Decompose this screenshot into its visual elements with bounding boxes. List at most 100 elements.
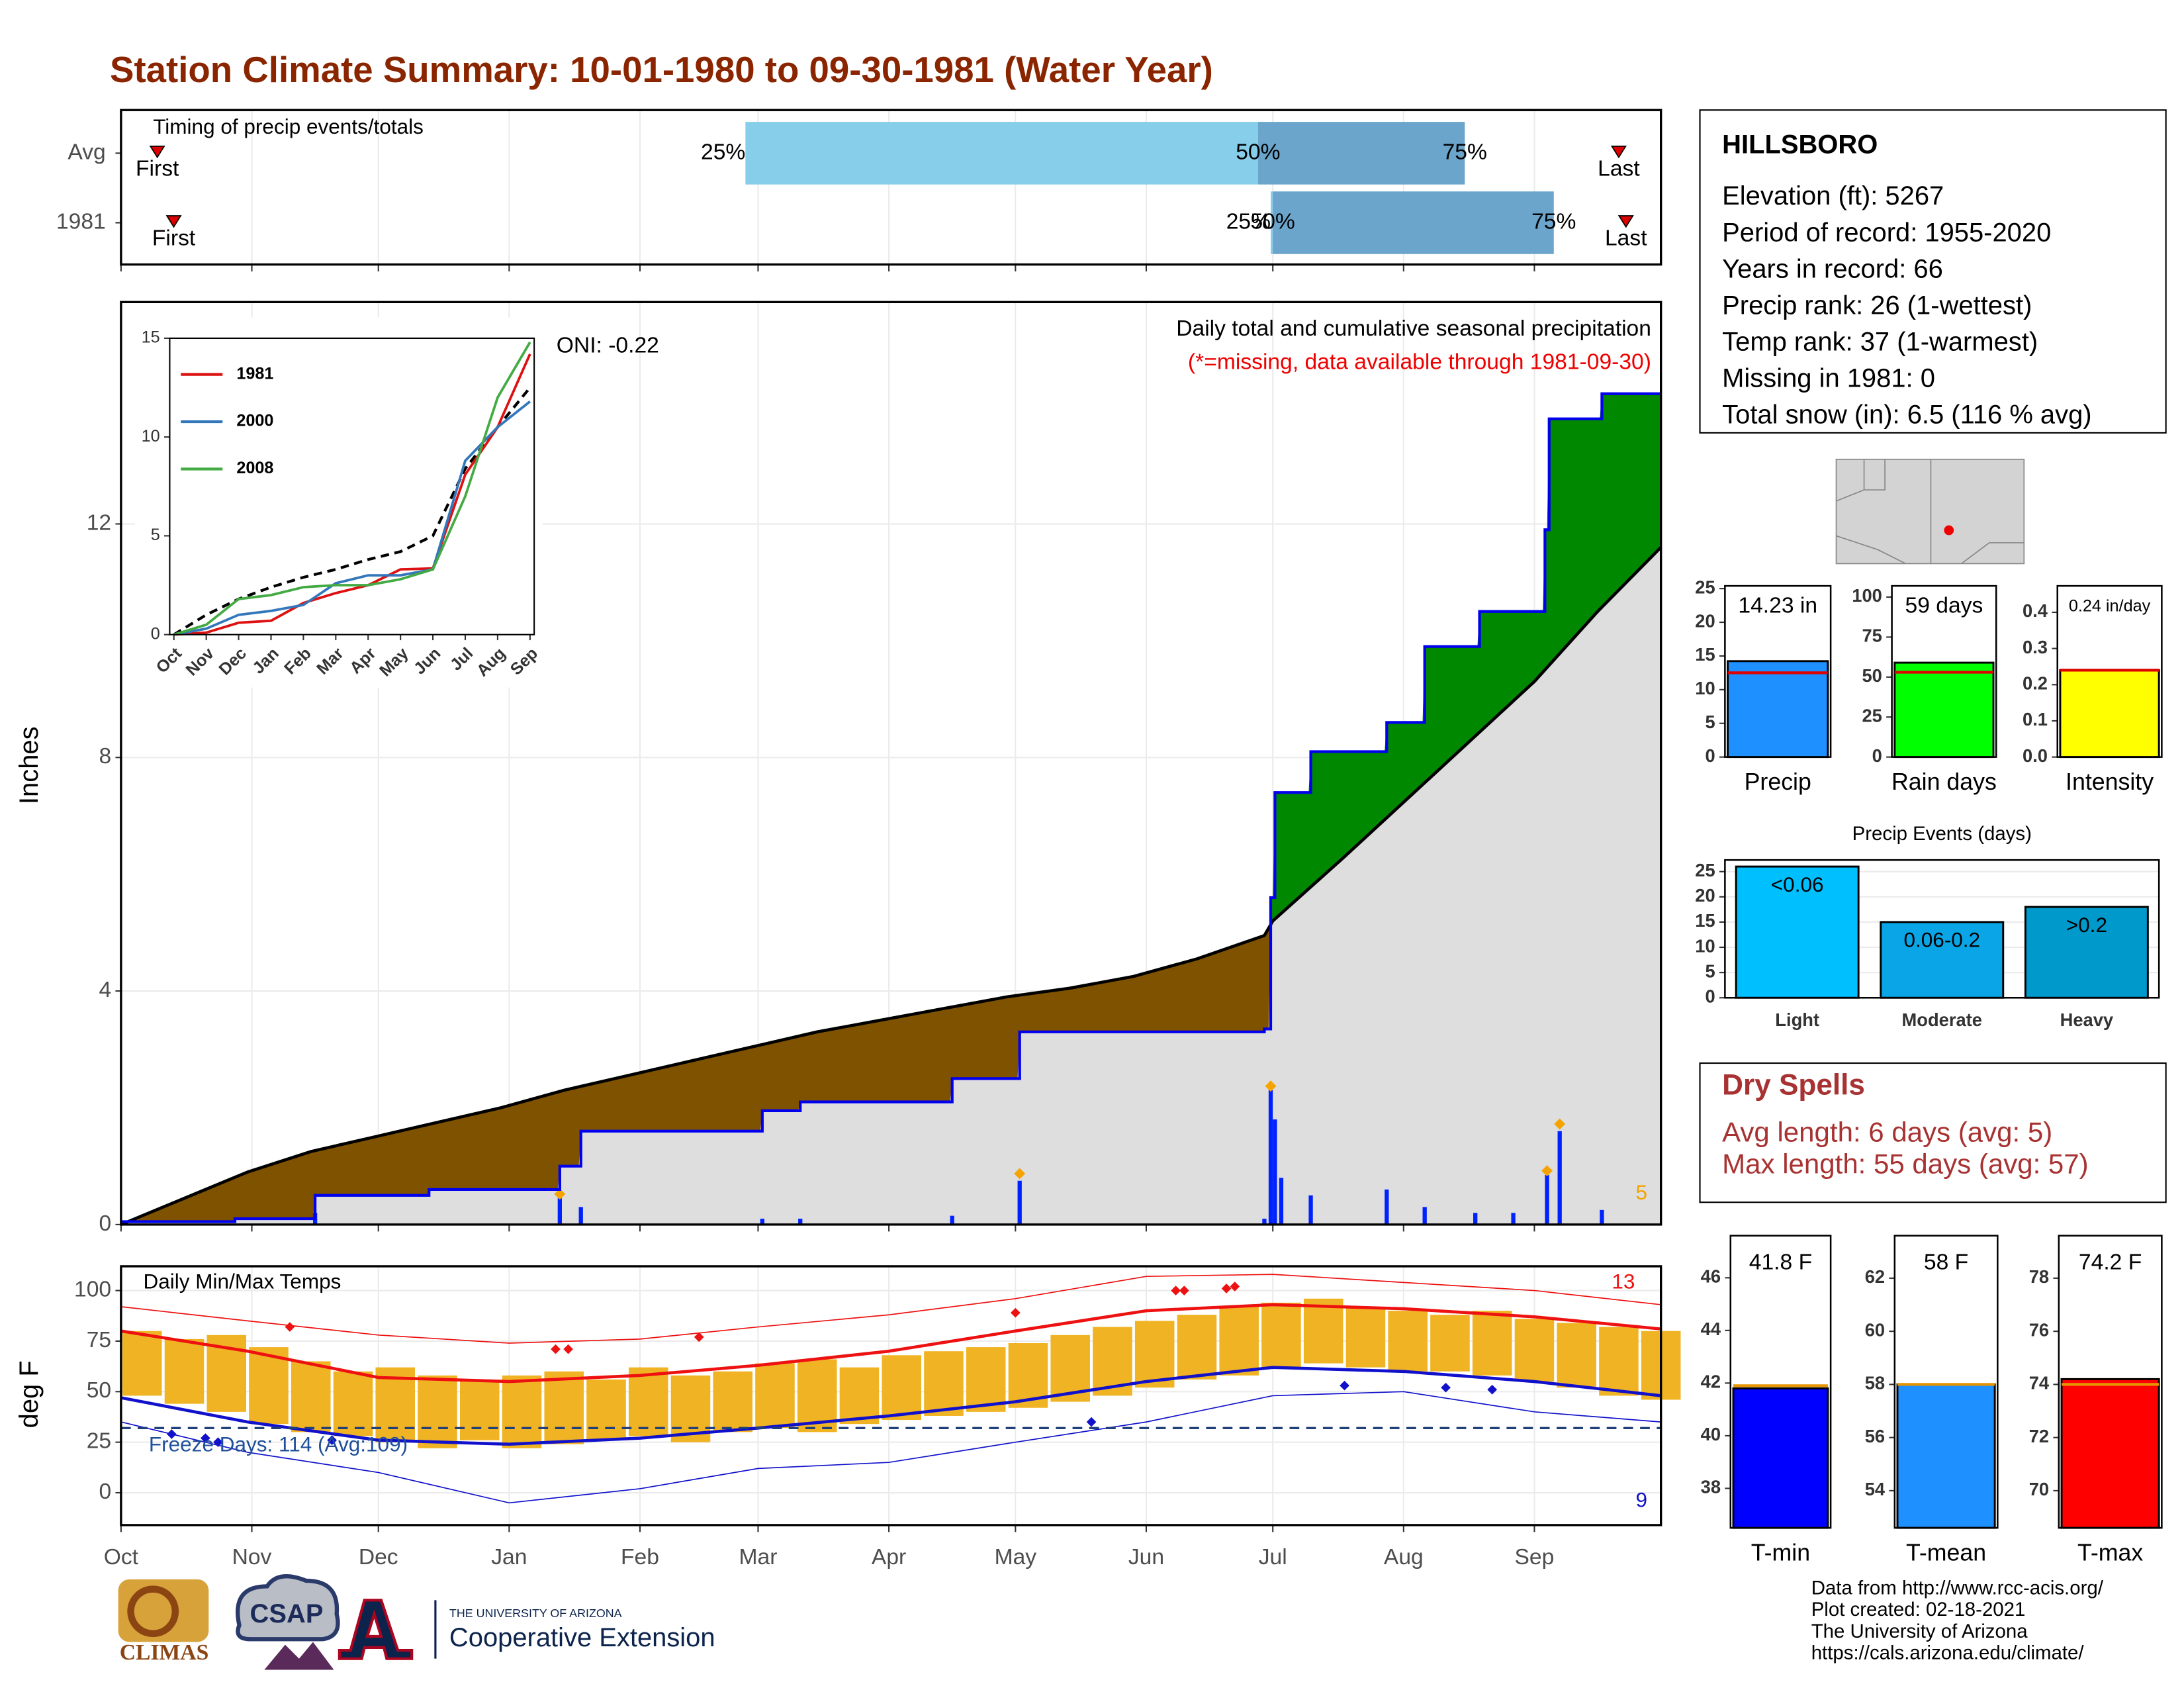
coop-extension: Cooperative Extension	[449, 1623, 715, 1652]
event-label: Last	[1605, 226, 1647, 251]
y-tick-label: 40	[1701, 1424, 1721, 1444]
dry-spells-title: Dry Spells	[1722, 1068, 1865, 1101]
freeze-label: Freeze Days: 114 (Avg:109)	[149, 1432, 408, 1456]
y-tick-label: 25	[87, 1429, 111, 1454]
y-tick-label: 5	[1705, 961, 1715, 981]
plot-frame	[120, 1265, 1662, 1526]
bin-label: >0.2	[2066, 913, 2107, 937]
temp-range-bar	[839, 1367, 880, 1425]
csap-logo-mountain	[264, 1642, 334, 1670]
event-marker	[1617, 215, 1634, 228]
y-tick-label: 100	[1852, 585, 1882, 606]
y-tick-label: 0.4	[2023, 600, 2048, 621]
daily-precip-bar	[1511, 1213, 1516, 1225]
event-label: First	[136, 157, 179, 181]
temp-range-bar	[122, 1331, 162, 1396]
dry-spells-box	[1699, 1062, 2167, 1203]
bin-label: <0.06	[1771, 872, 1824, 896]
quartile-label: 25%	[1226, 209, 1271, 234]
y-tick-label: 70	[2029, 1479, 2049, 1499]
quartile-label: 25%	[701, 140, 745, 164]
quartile-label: 50%	[1236, 140, 1280, 164]
station-info-line: Missing in 1981: 0	[1722, 364, 1935, 393]
record-marker	[694, 1332, 704, 1342]
temp-range-bar	[333, 1371, 373, 1436]
row-label: 1981	[56, 209, 106, 234]
temp-range-bar	[1134, 1321, 1175, 1388]
series-line	[173, 341, 531, 636]
series-line	[173, 353, 531, 636]
temp-range-bar	[755, 1363, 795, 1429]
chart-title: Daily total and cumulative seasonal prec…	[1176, 316, 1651, 341]
y-tick-label: 74	[2029, 1373, 2050, 1393]
temp-range-bar	[1557, 1323, 1596, 1388]
y-tick-label: 25	[1862, 705, 1882, 726]
y-tick-label: 76	[2029, 1319, 2049, 1340]
plot-frame	[1724, 585, 1832, 758]
y-tick-label: 10	[1695, 678, 1715, 698]
bar	[1896, 1383, 1996, 1529]
climas-logo-ring	[127, 1585, 179, 1638]
x-tick-label: Apr	[872, 1545, 906, 1570]
normal-min-line	[120, 1366, 1661, 1446]
record-marker	[201, 1433, 210, 1443]
y-tick-label: 0	[99, 1479, 111, 1504]
x-tick-label: Aug	[1384, 1545, 1424, 1570]
quartile-bar-upper	[1273, 191, 1554, 254]
record-marker	[285, 1322, 295, 1332]
plot-frame	[2058, 1235, 2163, 1529]
temp-range-bar	[1514, 1319, 1555, 1382]
oni-annotation: ONI: -0.22	[557, 333, 659, 357]
temp-range-bar	[249, 1347, 289, 1425]
daily-precip-bar	[1385, 1189, 1389, 1225]
y-tick-label: 4	[99, 978, 111, 1002]
event-marker	[165, 215, 182, 228]
bar	[1893, 661, 1995, 759]
temp-range-bar	[1430, 1315, 1470, 1372]
y-tick-label: 0	[99, 1211, 111, 1236]
extreme-count: 5	[1635, 1180, 1647, 1204]
ua-logo	[338, 1599, 414, 1660]
base-area	[120, 547, 1661, 1225]
y-tick-label: 25	[1695, 860, 1715, 880]
daily-precip-bar	[1308, 1195, 1313, 1225]
x-tick-label: Oct	[104, 1545, 139, 1570]
category-label: Moderate	[1902, 1009, 1982, 1030]
value-label: 59 days	[1905, 594, 1983, 618]
y-tick-label: 0.1	[2023, 709, 2048, 729]
record-marker	[1230, 1282, 1240, 1291]
event-label: First	[152, 226, 196, 251]
daily-precip-bar	[1600, 1209, 1604, 1225]
y-tick-label: 20	[1695, 885, 1715, 906]
event-label: Last	[1598, 157, 1640, 181]
category-label: T-max	[2077, 1539, 2143, 1566]
station-info-line: Period of record: 1955-2020	[1722, 218, 2051, 247]
category-label: Precip	[1745, 769, 1811, 795]
station-info-line: Precip rank: 26 (1-wettest)	[1722, 291, 2032, 320]
record-marker	[1487, 1384, 1498, 1395]
panel-title: Timing of precip events/totals	[153, 115, 424, 138]
temp-range-bar	[1599, 1327, 1639, 1396]
daily-precip-bar	[1279, 1178, 1284, 1225]
extreme-marker	[1265, 1080, 1277, 1092]
plot-frame	[1729, 1235, 1832, 1529]
record-high-count: 13	[1612, 1269, 1635, 1293]
value-label: 41.8 F	[1749, 1250, 1812, 1275]
y-tick-label: 5	[151, 526, 160, 544]
climas-logo-text: CLIMAS	[120, 1640, 209, 1665]
map-borders	[1836, 459, 2025, 565]
chart-subtitle: (*=missing, data available through 1981-…	[1188, 350, 1651, 375]
record-marker	[1010, 1307, 1021, 1318]
row-label: Avg	[68, 140, 105, 164]
daily-precip-bar	[578, 1207, 583, 1225]
record-high-line	[120, 1274, 1661, 1344]
temp-range-bar	[502, 1375, 542, 1448]
record-low-line	[120, 1391, 1661, 1504]
daily-precip-bar	[1268, 1090, 1273, 1225]
y-tick-label: 62	[1865, 1266, 1885, 1287]
y-tick-label: 75	[87, 1328, 111, 1352]
temp-range-bar	[459, 1382, 500, 1440]
x-tick-label: May	[995, 1545, 1037, 1570]
quartile-label: 50%	[1251, 209, 1295, 234]
value-label: 0.24 in/day	[2069, 596, 2151, 615]
